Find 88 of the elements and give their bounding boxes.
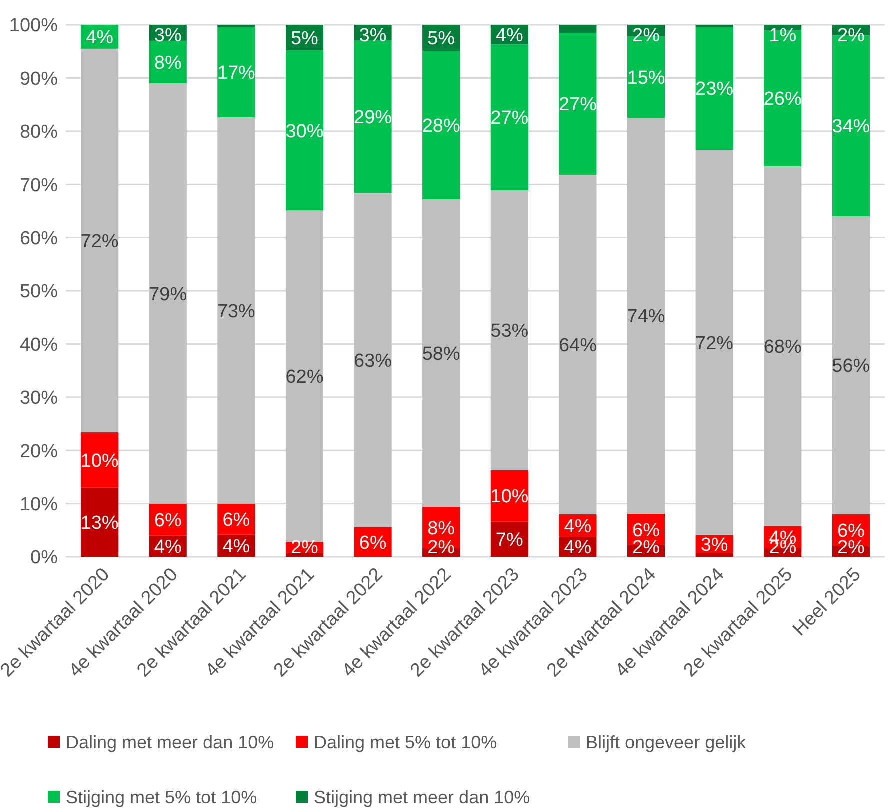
bar [490,44,528,190]
bar [81,432,119,488]
legend-label: Daling met 5% tot 10% [314,732,498,752]
bar [696,150,734,536]
data-label: 4% [86,28,114,49]
y-tick-label: 100% [9,16,58,37]
data-label: 53% [490,321,529,342]
bar [218,27,256,118]
bar [559,25,597,33]
data-label: 4% [564,516,592,538]
data-label: 4% [154,537,182,558]
legend-label: Daling met meer dan 10% [66,732,274,752]
legend-label: Stijging met 5% tot 10% [66,787,258,808]
y-tick-label: 0% [30,548,58,569]
data-label: 29% [354,107,392,128]
data-label: 2% [837,538,866,559]
bar [832,216,870,514]
bar [81,48,119,433]
y-tick-label: 70% [20,175,58,196]
data-label: 79% [149,284,188,306]
data-label: 56% [832,356,870,378]
data-label: 4% [496,26,524,47]
bar [286,50,324,211]
data-label: 27% [558,94,598,116]
bar [764,166,802,526]
data-label: 10% [80,450,119,472]
data-label: 58% [422,344,460,365]
data-label: 34% [832,116,870,138]
data-label: 17% [217,63,256,84]
data-label: 2% [632,26,660,47]
data-label: 3% [700,534,728,556]
data-label: 63% [354,350,392,372]
data-label: 26% [764,89,802,110]
data-label: 2% [837,26,866,47]
data-label: 13% [80,513,119,534]
data-label: 64% [558,335,598,356]
legend-label: Blijft ongeveer gelijk [586,732,748,752]
bar [490,190,528,470]
data-label: 5% [291,28,319,50]
bar [627,118,666,514]
bar [354,193,392,528]
data-label: 8% [428,518,456,540]
data-label: 3% [154,26,182,47]
data-label: 62% [286,367,324,388]
data-label: 2% [291,538,319,559]
y-tick-label: 80% [20,122,58,144]
bar [286,553,324,557]
bar [422,51,460,200]
data-label: 2% [428,538,456,559]
bar [696,553,734,557]
y-tick-label: 10% [20,494,58,516]
data-label: 1% [769,26,797,47]
bar [559,32,597,176]
data-label: 10% [490,486,529,508]
data-label: 23% [696,79,734,100]
data-label: 74% [627,306,666,328]
bar [81,488,119,557]
data-label: 30% [286,121,324,142]
bar [764,30,802,167]
data-label: 6% [359,532,387,554]
y-tick-label: 50% [20,282,58,303]
data-label: 28% [422,116,460,137]
y-tick-label: 40% [20,334,58,356]
data-label: 15% [627,68,666,89]
data-label: 6% [154,510,182,532]
legend-label: Stijging met meer dan 10% [314,787,530,808]
data-label: 4% [564,538,592,559]
bar [218,118,256,504]
data-label: 5% [428,28,456,50]
data-label: 72% [80,231,119,252]
data-label: 3% [359,26,387,47]
data-label: 7% [496,530,524,552]
data-label: 72% [696,333,734,354]
y-tick-label: 90% [20,68,58,90]
data-label: 8% [154,52,182,74]
bar [696,27,734,150]
data-label: 6% [222,510,250,531]
y-tick-label: 60% [20,228,58,250]
bar [149,84,187,504]
bar [559,175,597,514]
bar [422,199,460,507]
y-tick-label: 30% [20,388,58,410]
bar [354,40,392,194]
data-label: 68% [764,336,802,358]
data-label: 4% [222,536,250,558]
y-tick-label: 20% [20,441,58,462]
data-label: 73% [217,301,256,322]
data-label: 27% [490,108,529,130]
